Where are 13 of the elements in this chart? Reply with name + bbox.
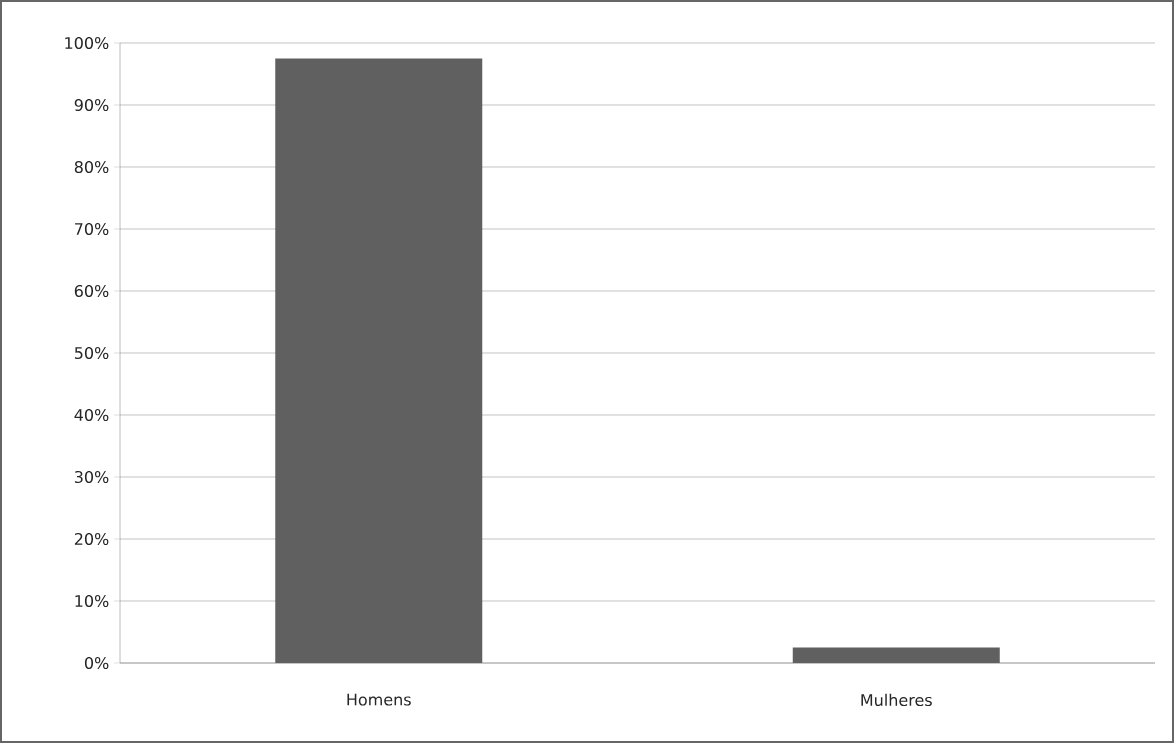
y-tick-label: 10% [75,594,109,608]
x-tick-label: Mulheres [861,693,932,707]
y-tick-label: 100% [65,36,109,50]
y-tick-label: 40% [74,408,109,422]
y-tick-label: 90% [74,98,109,112]
y-tick-label: 30% [74,470,109,484]
x-tick-label: Homens [347,693,411,706]
y-tick-label: 0% [84,656,109,670]
y-tick-label: 50% [74,346,109,360]
y-tick-label: 60% [74,284,109,298]
y-tick-label: 70% [75,222,109,236]
y-tick-label: 80% [74,160,109,174]
y-tick-label: 20% [74,532,109,546]
